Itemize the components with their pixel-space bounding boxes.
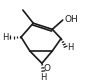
Text: OH: OH — [64, 15, 78, 24]
Text: H: H — [40, 73, 47, 82]
Text: H: H — [2, 33, 8, 42]
Text: O: O — [44, 64, 51, 73]
Text: H: H — [67, 43, 73, 52]
